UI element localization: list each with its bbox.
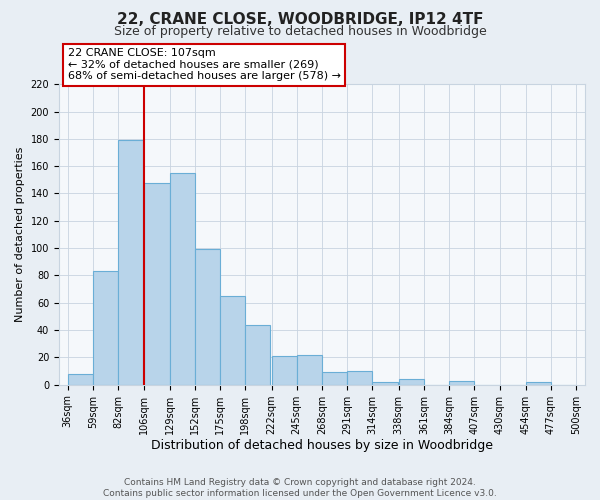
Text: Size of property relative to detached houses in Woodbridge: Size of property relative to detached ho… — [113, 25, 487, 38]
Bar — [272, 356, 297, 384]
Bar — [373, 382, 398, 384]
Bar — [170, 173, 195, 384]
Bar — [118, 140, 143, 384]
Bar — [449, 380, 475, 384]
Bar — [526, 382, 551, 384]
Bar — [195, 250, 220, 384]
Y-axis label: Number of detached properties: Number of detached properties — [15, 147, 25, 322]
Bar — [93, 272, 118, 384]
Text: Contains HM Land Registry data © Crown copyright and database right 2024.
Contai: Contains HM Land Registry data © Crown c… — [103, 478, 497, 498]
Bar — [347, 371, 373, 384]
Bar — [145, 182, 170, 384]
Bar — [245, 324, 271, 384]
Bar — [322, 372, 347, 384]
Bar — [297, 354, 322, 384]
Bar — [220, 296, 245, 384]
X-axis label: Distribution of detached houses by size in Woodbridge: Distribution of detached houses by size … — [151, 440, 493, 452]
Bar — [398, 380, 424, 384]
Bar — [68, 374, 93, 384]
Text: 22, CRANE CLOSE, WOODBRIDGE, IP12 4TF: 22, CRANE CLOSE, WOODBRIDGE, IP12 4TF — [117, 12, 483, 28]
Text: 22 CRANE CLOSE: 107sqm
← 32% of detached houses are smaller (269)
68% of semi-de: 22 CRANE CLOSE: 107sqm ← 32% of detached… — [68, 48, 341, 82]
